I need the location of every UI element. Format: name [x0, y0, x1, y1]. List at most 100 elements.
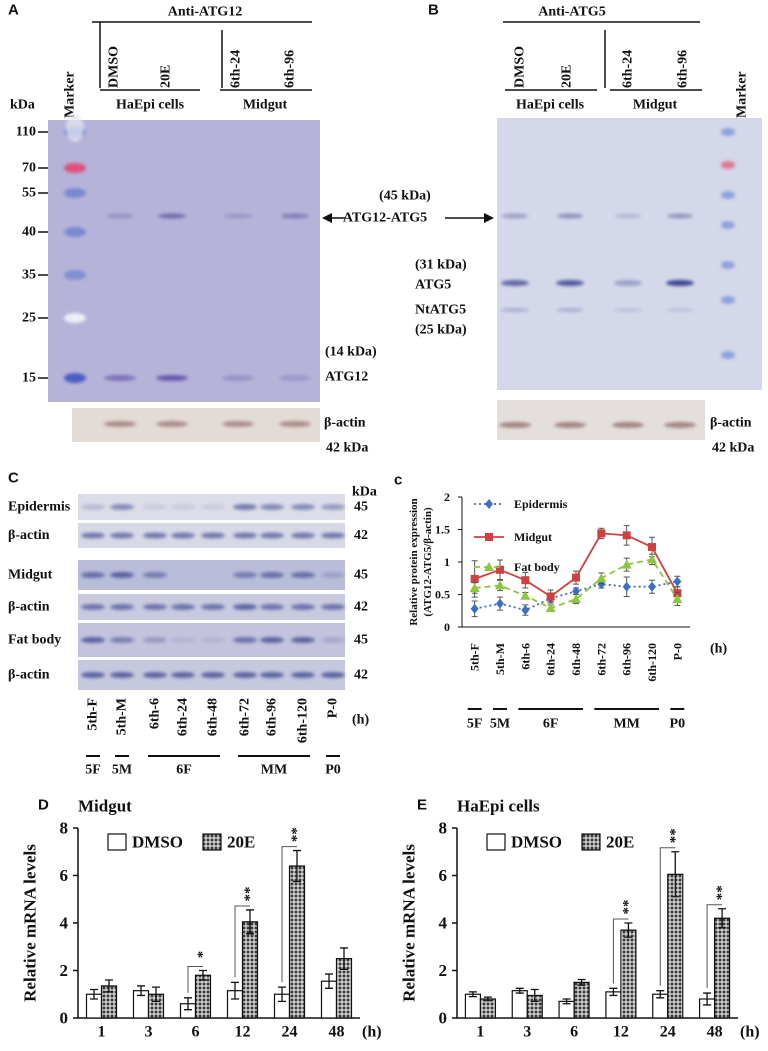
size-label: 42 — [354, 668, 368, 683]
marker — [673, 576, 682, 587]
error-bar — [562, 998, 571, 1005]
annotation: ATG12-ATG5 — [343, 211, 427, 226]
y-tick-label: 8 — [60, 819, 69, 838]
error-bar — [184, 997, 192, 1011]
row-label: β-actin — [8, 528, 50, 543]
panel-letter: A — [8, 2, 19, 19]
significance-bracket — [706, 904, 723, 989]
legend-label: DMSO — [132, 833, 183, 852]
error-bar — [468, 991, 477, 998]
lane-label: Marker — [63, 71, 78, 118]
lane-label: 6th-24 — [229, 50, 244, 88]
error-bar — [105, 979, 113, 993]
marker — [572, 586, 580, 597]
band — [143, 637, 167, 643]
legend-label: Midgut — [514, 530, 552, 544]
band — [321, 532, 345, 539]
group-label: MM — [613, 717, 639, 732]
marker-label: 110 — [16, 125, 36, 140]
y-axis-label: Relative mRNA levels — [21, 844, 40, 1002]
band — [106, 213, 134, 219]
marker — [648, 543, 656, 552]
band — [201, 637, 225, 643]
marker — [546, 592, 555, 601]
x-tick-label: 6 — [570, 1024, 578, 1041]
x-tick-label: 1 — [476, 1024, 484, 1041]
band — [721, 296, 735, 304]
group-label: 6F — [176, 763, 192, 778]
band — [222, 375, 254, 381]
row-label: Fat body — [8, 633, 61, 648]
band — [110, 672, 134, 678]
error-bar — [624, 922, 633, 938]
error-bar — [671, 851, 680, 898]
panel-letter: c — [394, 472, 402, 489]
antibody: Anti-ATG5 — [538, 5, 605, 20]
y-axis-label: (ATG12-ATG5/β-actin) — [422, 507, 434, 617]
x-unit: (h) — [710, 642, 727, 657]
group-label: P0 — [325, 763, 341, 778]
legend-marker — [485, 499, 493, 509]
annotation: (31 kDa) — [415, 258, 467, 273]
blot — [48, 120, 320, 402]
marker — [496, 565, 504, 574]
bar — [288, 865, 306, 1019]
lane-label: 6th-96 — [283, 50, 298, 88]
group-label: Midgut — [633, 98, 678, 113]
x-tick-label: 6th-96 — [620, 643, 634, 676]
band — [64, 270, 86, 280]
marker — [571, 594, 581, 604]
x-tick-label: P-0 — [670, 643, 684, 660]
band — [143, 504, 167, 510]
band — [110, 572, 134, 578]
legend-swatch — [581, 833, 601, 851]
band — [158, 213, 186, 219]
error-bar — [609, 987, 618, 997]
x-tick-label: 5th-M — [493, 643, 507, 675]
panel-letter: E — [417, 797, 427, 814]
lane-label: 6th-96 — [676, 50, 691, 88]
annotation: (45 kDa) — [379, 189, 431, 204]
marker-label: 70 — [22, 161, 36, 176]
band — [291, 672, 315, 678]
group-label: HaEpi cells — [516, 98, 585, 113]
band — [321, 572, 345, 578]
band — [260, 532, 284, 539]
marker — [647, 554, 657, 564]
x-tick-label: 3 — [523, 1024, 531, 1041]
loading-size: 42 kDa — [712, 441, 754, 456]
lane-label: DMSO — [513, 46, 528, 88]
marker — [545, 603, 556, 613]
y-tick-label: 2 — [439, 961, 448, 980]
legend-swatch — [202, 833, 222, 851]
band — [233, 504, 257, 510]
band — [614, 280, 642, 286]
significance: ** — [620, 900, 636, 915]
band — [291, 572, 315, 578]
band — [156, 421, 188, 427]
band — [499, 422, 531, 428]
x-tick-label: 12 — [235, 1024, 251, 1041]
band — [721, 221, 735, 229]
y-tick-label: 1 — [444, 555, 450, 569]
band — [721, 351, 735, 359]
bar — [479, 998, 497, 1019]
band — [201, 672, 225, 678]
band — [64, 313, 86, 323]
band — [81, 504, 105, 510]
band — [291, 637, 315, 643]
annotation: NtATG5 — [415, 303, 466, 318]
error-bar — [483, 996, 492, 1002]
arrowhead — [484, 213, 494, 223]
band — [64, 188, 86, 198]
annotation: (25 kDa) — [415, 323, 467, 338]
y-tick-label: 4 — [439, 914, 448, 933]
row-label: β-actin — [8, 600, 50, 615]
bar — [713, 917, 731, 1019]
band — [156, 375, 188, 381]
lane-label: 6th-72 — [238, 698, 253, 736]
x-tick-label: 5th-F — [468, 643, 482, 671]
error-bar — [137, 985, 145, 997]
band — [81, 604, 105, 610]
significance-bracket — [281, 846, 297, 983]
